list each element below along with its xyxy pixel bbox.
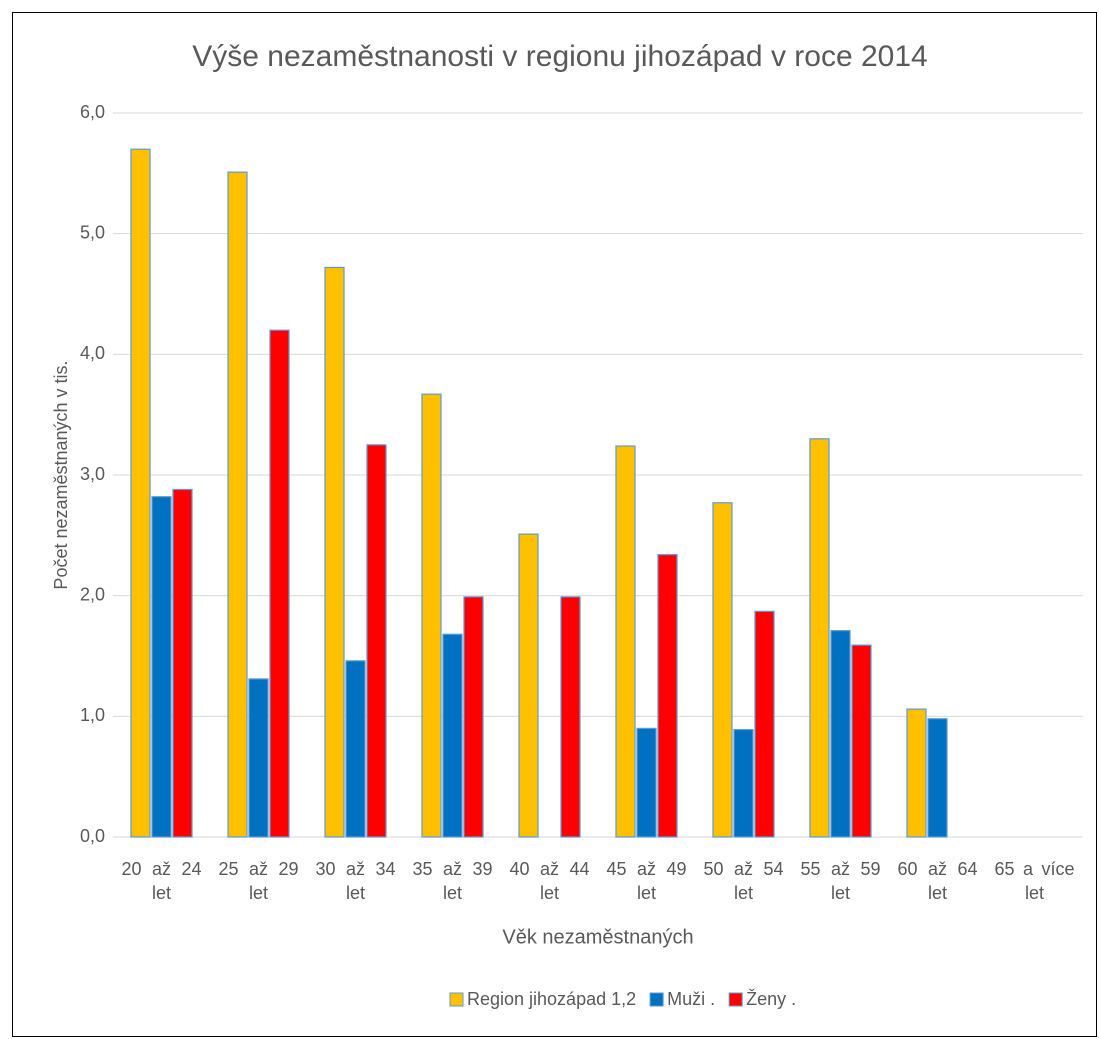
bar [421,393,442,838]
bar [366,444,387,838]
bar [518,533,539,838]
x-tick-label: 55 až 59 let [800,859,881,903]
legend-swatch [449,992,464,1007]
x-tick-label: 50 až 54 let [703,859,784,903]
y-tick-label: 3,0 [80,464,105,484]
x-tick-label: 60 až 64 let [897,859,978,903]
bar [560,596,581,838]
y-tick-label: 6,0 [80,102,105,122]
bar [269,329,290,838]
bar [851,644,872,838]
bar [151,496,172,838]
bar [248,678,269,838]
legend-swatch [649,992,664,1007]
bar [636,727,657,838]
y-tick-label: 2,0 [80,584,105,604]
bar [172,488,193,838]
x-tick-label: 30 až 34 let [315,859,396,903]
x-tick-label: 35 až 39 let [412,859,493,903]
bar [657,554,678,838]
bar [712,502,733,838]
bar [906,708,927,838]
y-tick-label: 1,0 [80,705,105,725]
x-tick-label: 65 a více let [994,859,1075,903]
x-tick-label: 25 až 29 let [218,859,299,903]
y-tick-label: 0,0 [80,826,105,846]
bar [130,148,151,838]
bar [830,630,851,838]
bar [733,729,754,838]
y-tick-label: 5,0 [80,222,105,242]
bar [809,438,830,838]
y-tick-label: 4,0 [80,343,105,363]
bar [927,718,948,838]
legend-label: Muži . [667,989,715,1009]
legend-label: Region jihozápad 1,2 [467,989,636,1009]
bar [754,610,775,838]
chart-title: Výše nezaměstnanosti v regionu jihozápad… [192,40,927,73]
bar [463,596,484,838]
bar [324,266,345,838]
bar [345,660,366,838]
frame [12,12,1097,1037]
legend-swatch [728,992,743,1007]
legend-label: Ženy . [746,989,796,1009]
y-axis-label: Počet nezaměstnaných v tis. [51,360,71,589]
x-tick-label: 40 až 44 let [509,859,590,903]
bar [615,445,636,838]
x-tick-label: 45 až 49 let [606,859,687,903]
bar [227,171,248,838]
x-tick-label: 20 až 24 let [121,859,202,903]
x-axis-label: Věk nezaměstnaných [502,926,693,948]
bar [442,633,463,838]
